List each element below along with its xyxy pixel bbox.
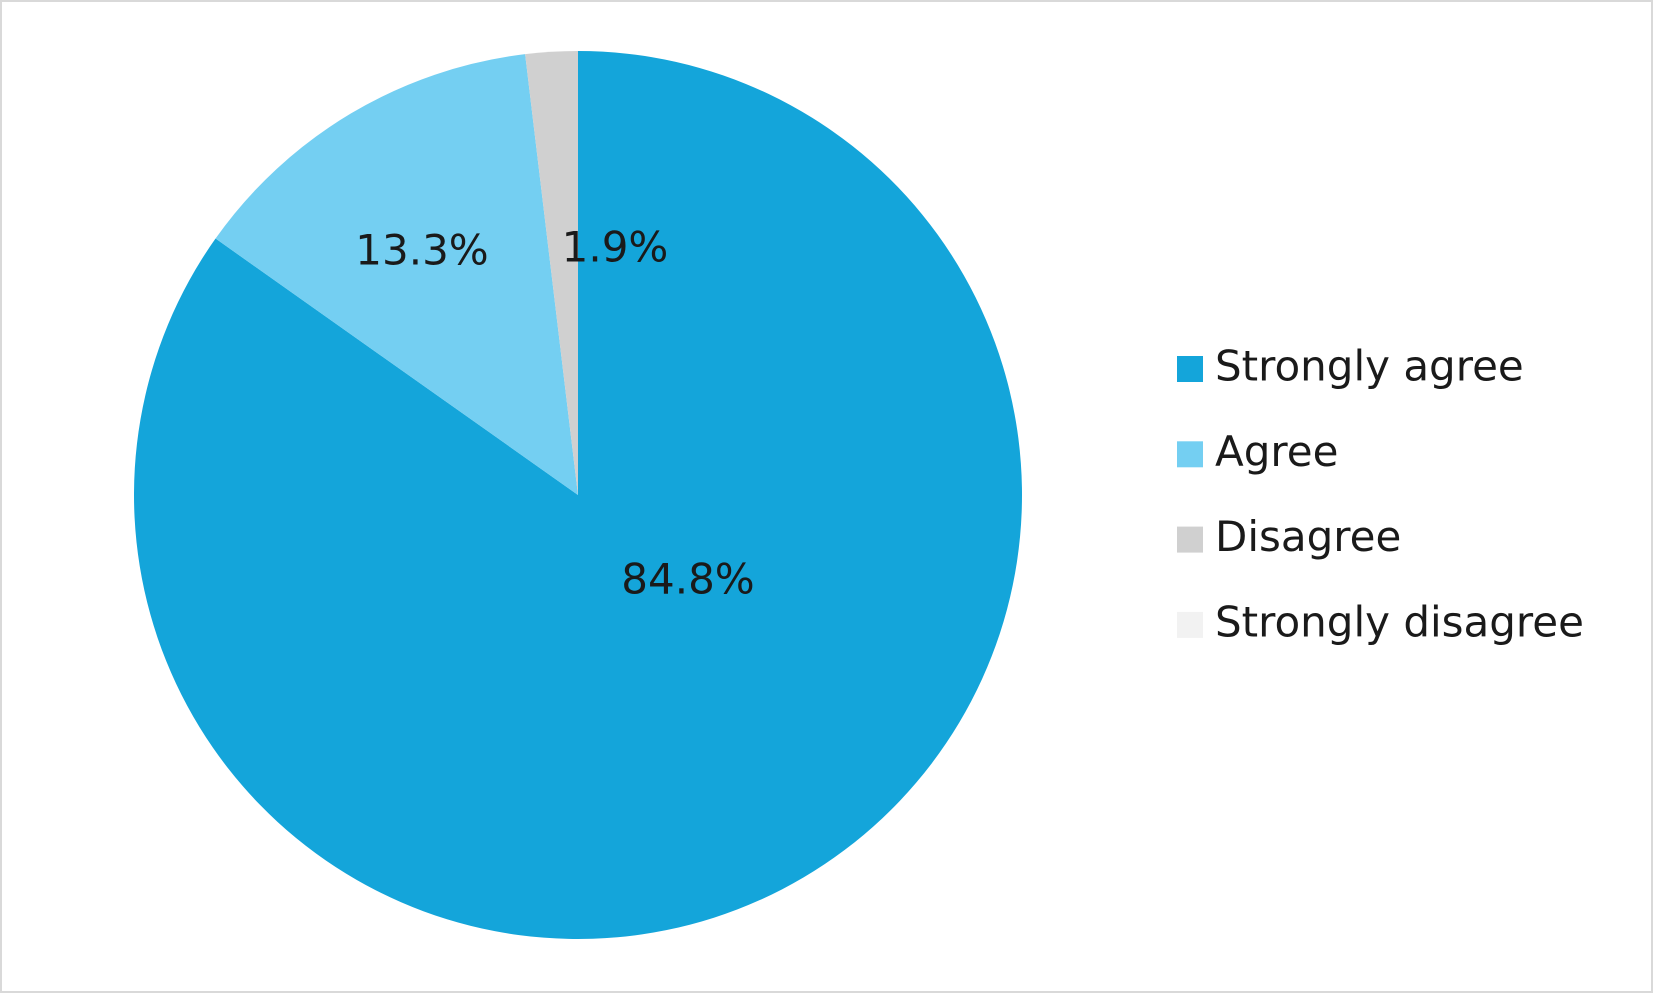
data-label: 84.8% xyxy=(621,555,754,604)
legend-swatch xyxy=(1177,356,1203,382)
legend-label: Strongly disagree xyxy=(1215,597,1584,646)
legend-label: Disagree xyxy=(1215,512,1401,561)
legend-swatch xyxy=(1177,441,1203,468)
legend-swatch xyxy=(1177,526,1203,553)
data-label: 1.9% xyxy=(562,223,669,272)
data-label: 13.3% xyxy=(355,226,488,275)
pie-slice xyxy=(215,54,578,495)
pie-slice xyxy=(525,51,578,495)
legend-swatch xyxy=(1177,611,1203,638)
legend-label: Agree xyxy=(1215,427,1338,476)
legend-label: Strongly agree xyxy=(1215,342,1524,391)
